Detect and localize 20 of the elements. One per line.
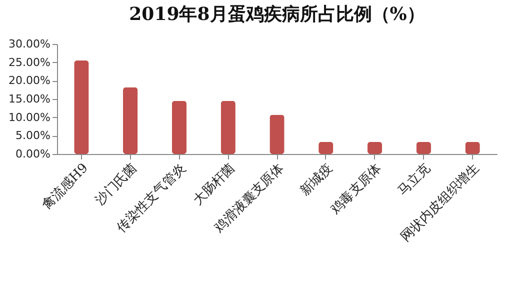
x-tick-label: 马立克 xyxy=(394,160,434,199)
bar xyxy=(270,114,284,154)
chart-title: 2019年8月蛋鸡疾病所占比例（%） xyxy=(129,4,425,25)
bar xyxy=(367,142,382,154)
y-tick-label: 30.00% xyxy=(8,38,50,50)
y-tick-label: 0.00% xyxy=(16,148,50,160)
x-tick-label: 禽流感H9 xyxy=(38,160,92,213)
bar xyxy=(220,100,236,154)
y-tick-label: 15.00% xyxy=(8,92,50,106)
y-tick-label: 10.00% xyxy=(8,110,50,124)
y-tick-label: 20.00% xyxy=(8,74,50,88)
bar xyxy=(74,60,89,154)
bar xyxy=(465,142,480,154)
x-tick-label: 新城疫 xyxy=(298,160,336,199)
bar xyxy=(123,87,138,154)
bar xyxy=(416,142,431,154)
y-tick-label: 5.00% xyxy=(16,129,50,142)
bar xyxy=(172,100,187,154)
bar xyxy=(318,142,334,154)
y-tick-label: 25.00% xyxy=(8,56,50,69)
